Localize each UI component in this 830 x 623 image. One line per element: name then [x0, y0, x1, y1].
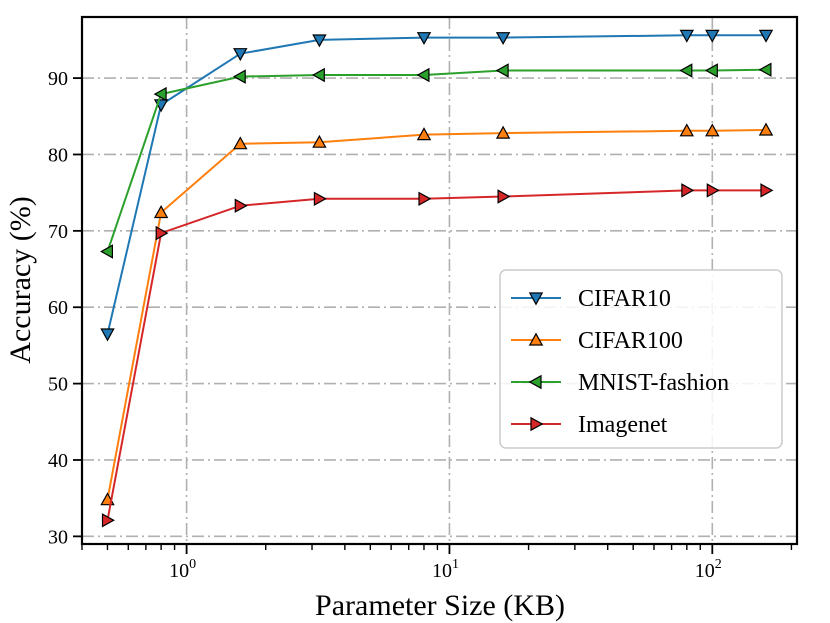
- data-point: [495, 125, 511, 139]
- data-point: [758, 62, 772, 77]
- y-tick-label: 70: [48, 221, 68, 243]
- legend-label: CIFAR100: [578, 328, 683, 354]
- data-point: [312, 134, 327, 148]
- data-point: [416, 32, 432, 46]
- data-point: [100, 328, 115, 342]
- data-point: [758, 29, 774, 43]
- series-line: [106, 68, 767, 252]
- data-point: [760, 183, 774, 198]
- data-point: [495, 32, 511, 46]
- data-point: [233, 48, 248, 62]
- data-point: [681, 183, 695, 198]
- legend-marker: [530, 416, 544, 432]
- x-tick-label: 102: [695, 557, 722, 582]
- legend: CIFAR10 CIFAR100 MNIST-fashion Imagenet: [499, 269, 783, 449]
- data-point: [679, 123, 695, 137]
- y-tick-label: 40: [48, 450, 68, 472]
- data-point: [679, 63, 693, 78]
- data-point: [705, 29, 720, 43]
- y-tick-label: 90: [48, 68, 68, 90]
- data-point: [313, 191, 327, 207]
- legend-label: CIFAR10: [578, 286, 671, 312]
- y-tick-label: 60: [48, 297, 68, 319]
- x-axis-title: Parameter Size (KB): [315, 589, 565, 622]
- y-tick-label: 80: [48, 144, 68, 166]
- data-point: [416, 127, 432, 141]
- data-point: [101, 513, 115, 528]
- tick-layer: [73, 77, 793, 554]
- data-point: [311, 67, 325, 83]
- legend-label: Imagenet: [578, 412, 668, 438]
- legend-marker: [528, 374, 542, 390]
- data-point: [704, 63, 718, 78]
- x-tick-label: 100: [169, 557, 196, 582]
- data-point: [497, 189, 511, 204]
- legend-marker: [528, 332, 544, 346]
- legend-box: [499, 269, 783, 449]
- data-point: [679, 29, 695, 43]
- data-point: [416, 67, 430, 83]
- data-point: [312, 34, 327, 48]
- data-point: [232, 69, 246, 84]
- data-point: [418, 191, 432, 207]
- series-layer: [100, 29, 774, 528]
- data-point: [100, 244, 114, 259]
- data-point: [155, 225, 169, 241]
- data-point: [758, 122, 774, 136]
- x-tick-label: 101: [432, 557, 459, 582]
- y-tick-label: 50: [48, 374, 68, 396]
- data-point: [153, 86, 167, 102]
- legend-label: MNIST-fashion: [578, 370, 729, 396]
- plot-frame: [80, 15, 799, 546]
- data-point: [234, 198, 248, 213]
- data-point: [153, 205, 169, 219]
- data-point: [233, 136, 248, 150]
- y-tick-label: 30: [48, 526, 68, 548]
- legend-entries: CIFAR10 CIFAR100 MNIST-fashion Imagenet: [511, 286, 729, 438]
- data-point: [495, 63, 509, 78]
- y-axis-title: Accuracy (%): [4, 196, 37, 363]
- data-point: [705, 123, 720, 137]
- legend-marker: [528, 292, 544, 306]
- data-point: [706, 183, 720, 198]
